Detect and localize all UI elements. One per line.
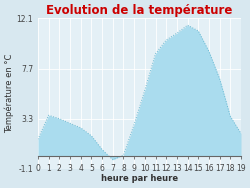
Y-axis label: Température en °C: Température en °C [4, 54, 14, 133]
X-axis label: heure par heure: heure par heure [101, 174, 178, 183]
Title: Evolution de la température: Evolution de la température [46, 4, 233, 17]
